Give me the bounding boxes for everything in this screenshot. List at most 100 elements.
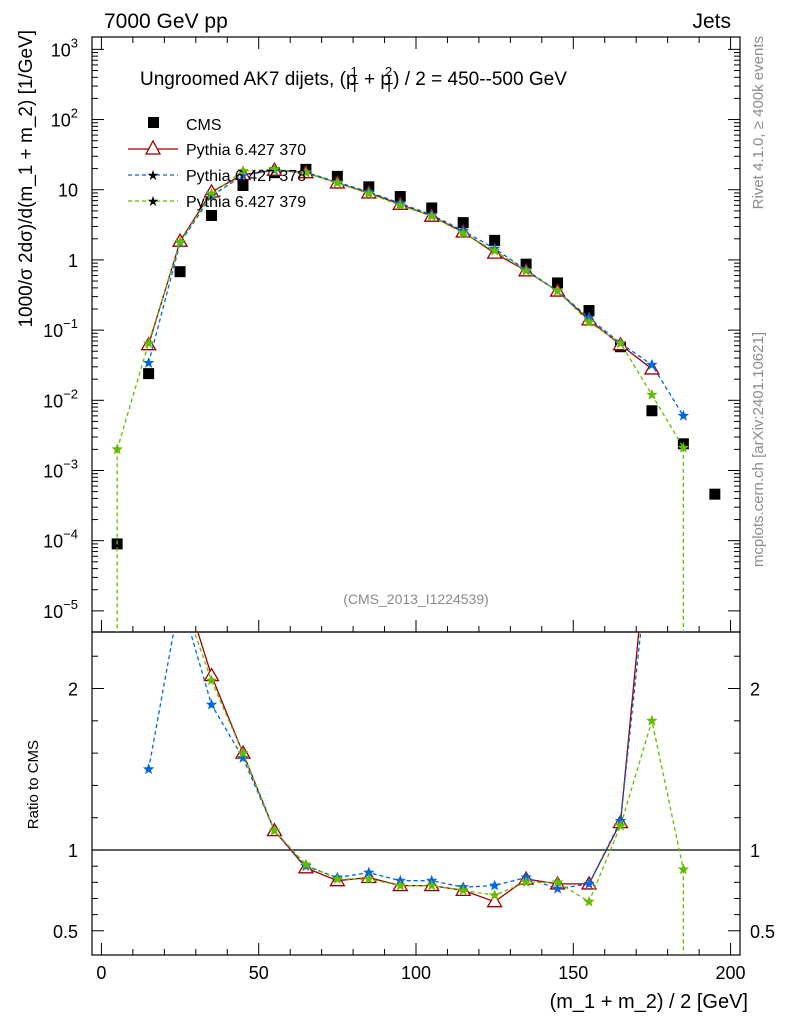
- data-point-cms: [583, 305, 595, 317]
- data-point-pythia-6-427-378: [142, 357, 155, 368]
- header-process: 7000 GeV pp: [104, 10, 228, 33]
- y-tick-label: 10−5: [43, 597, 78, 622]
- mcplots-label: mcplots.cern.ch [arXiv:2401.10621]: [750, 332, 767, 567]
- y-tick-label: 10−4: [43, 527, 78, 552]
- series-layer: [111, 161, 721, 632]
- ratio-point-pythia-6-427-370: [486, 893, 503, 908]
- data-point-pythia-6-427-379: [426, 210, 438, 221]
- data-point-pythia-6-427-378: [646, 358, 658, 370]
- data-point-pythia-6-427-379: [331, 176, 344, 188]
- ratio-point-pythia-6-427-378: [646, 521, 657, 532]
- ratio-point-pythia-6-427-370: [645, 488, 659, 500]
- legend-entry-370: Pythia 6.427 370: [128, 139, 306, 159]
- data-point-pythia-6-427-379: [142, 337, 155, 349]
- ratio-point-pythia-6-427-379: [457, 884, 469, 896]
- x-axis-label: (m_1 + m_2) / 2 [GeV]: [550, 991, 748, 1013]
- legend-entry-cms: CMS: [148, 117, 222, 134]
- ratio-point-pythia-6-427-379: [205, 674, 218, 686]
- x-tick-label: 50: [249, 963, 269, 983]
- ratio-point-pythia-6-427-378: [583, 877, 595, 889]
- rivet-label: Rivet 4.1.0, ≥ 400k events: [750, 36, 767, 209]
- y-tick-label: 102: [51, 106, 78, 131]
- ratio-point-pythia-6-427-379: [583, 895, 595, 907]
- y-tick-label: 10−2: [43, 386, 78, 411]
- ratio-y-axis-label: Ratio to CMS: [25, 740, 42, 829]
- y-tick-label: 103: [51, 35, 78, 60]
- legend-label-370: Pythia 6.427 370: [186, 142, 306, 159]
- ratio-point-pythia-6-427-379: [614, 819, 627, 831]
- main-plot-grid: 10−5 10−4 10−3 10−2 10−1 1 10 102 103: [43, 35, 740, 632]
- legend-entry-379: ★ Pythia 6.427 379: [128, 193, 306, 211]
- series-line-pythia-6-427-379: [116, 168, 684, 450]
- ratio-plot-grid: 0 50 100 150 200 0.5 0.5 1 1 2 2: [53, 655, 775, 983]
- data-point-pythia-6-427-379: [268, 163, 281, 175]
- title-sup2: 2: [385, 64, 392, 79]
- data-point-cms: [646, 405, 658, 417]
- data-point-pythia-6-427-379: [614, 337, 627, 349]
- y-tick-label: 10−1: [43, 316, 78, 341]
- ratio-point-pythia-6-427-379: [551, 876, 564, 888]
- legend-marker-370: [144, 139, 162, 155]
- legend-marker-379: ★: [147, 193, 160, 209]
- data-point-pythia-6-427-379: [646, 388, 658, 400]
- data-point-pythia-6-427-379: [457, 227, 469, 239]
- data-point-pythia-6-427-378: [237, 169, 249, 181]
- ratio-point-pythia-6-427-379: [488, 889, 501, 901]
- data-point-pythia-6-427-379: [300, 166, 312, 178]
- analysis-annotation: (CMS_2013_I1224539): [343, 591, 489, 607]
- legend-label-379: Pythia 6.427 379: [186, 194, 306, 211]
- data-point-pythia-6-427-379: [363, 187, 375, 199]
- legend-marker-378: ★: [147, 167, 160, 183]
- ratio-series-layer: [142, 488, 690, 955]
- ratio-y-tick-label-right: 2: [750, 680, 760, 700]
- ratio-point-pythia-6-427-378: [174, 591, 185, 602]
- ratio-series-pythia-6-427-370: [142, 488, 659, 908]
- data-point-cms: [709, 488, 721, 500]
- legend: CMS Pythia 6.427 370 ★ Pythia 6.427 378 …: [128, 117, 306, 211]
- ratio-y-tick-label-right: 0.5: [750, 922, 775, 942]
- ratio-point-pythia-6-427-379: [237, 747, 249, 758]
- ratio-point-pythia-6-427-379: [394, 879, 406, 891]
- ratio-y-tick-label-right: 1: [750, 841, 760, 861]
- legend-label-378: Pythia 6.427 378: [186, 168, 306, 185]
- ratio-point-pythia-6-427-379: [520, 876, 532, 888]
- data-point-cms: [143, 368, 155, 380]
- x-tick-label: 150: [558, 963, 588, 983]
- title-sup1: 1: [351, 64, 358, 79]
- data-point-pythia-6-427-379: [237, 165, 249, 176]
- ratio-point-pythia-6-427-378: [363, 866, 375, 878]
- ratio-point-pythia-6-427-379: [143, 586, 154, 597]
- data-point-cms: [237, 179, 249, 191]
- data-point-pythia-6-427-379: [111, 443, 123, 455]
- chart-title: Ungroomed AK7 dijets, (p1 T + p2 T) / 2 = …: [140, 64, 567, 95]
- data-point-cms: [489, 234, 501, 246]
- ratio-line-pythia-6-427-370: [197, 632, 640, 903]
- series-cms: [111, 163, 721, 550]
- ratio-line-pythia-6-427-379: [193, 632, 685, 903]
- data-point-pythia-6-427-379: [205, 187, 218, 199]
- data-point-pythia-6-427-379: [174, 236, 186, 247]
- data-point-pythia-6-427-379: [677, 441, 690, 453]
- series-line-pythia-6-427-378: [147, 169, 684, 417]
- ratio-point-pythia-6-427-379: [268, 824, 281, 836]
- ratio-point-pythia-6-427-379: [363, 873, 375, 884]
- ratio-point-pythia-6-427-379: [646, 714, 658, 726]
- data-point-pythia-6-427-379: [394, 199, 406, 211]
- ratio-line-pythia-6-427-378: [147, 632, 642, 890]
- y-tick-label: 10−3: [43, 456, 78, 481]
- ratio-point-pythia-6-427-370: [142, 585, 156, 597]
- legend-label-cms: CMS: [186, 117, 222, 134]
- data-point-pythia-6-427-379: [488, 244, 501, 256]
- ratio-y-tick-label: 1: [68, 841, 78, 861]
- ratio-point-pythia-6-427-378: [551, 882, 564, 894]
- y-tick-label: 1: [68, 251, 78, 271]
- ratio-point-pythia-6-427-379: [331, 873, 344, 884]
- ratio-series-pythia-6-427-379: [143, 586, 690, 955]
- legend-entry-378: ★ Pythia 6.427 378: [128, 167, 306, 185]
- header-topic: Jets: [692, 10, 731, 33]
- ratio-point-pythia-6-427-370: [173, 568, 187, 580]
- data-point-pythia-6-427-379: [583, 316, 595, 327]
- ratio-point-pythia-6-427-379: [300, 858, 312, 870]
- title-sub2: T: [385, 80, 393, 95]
